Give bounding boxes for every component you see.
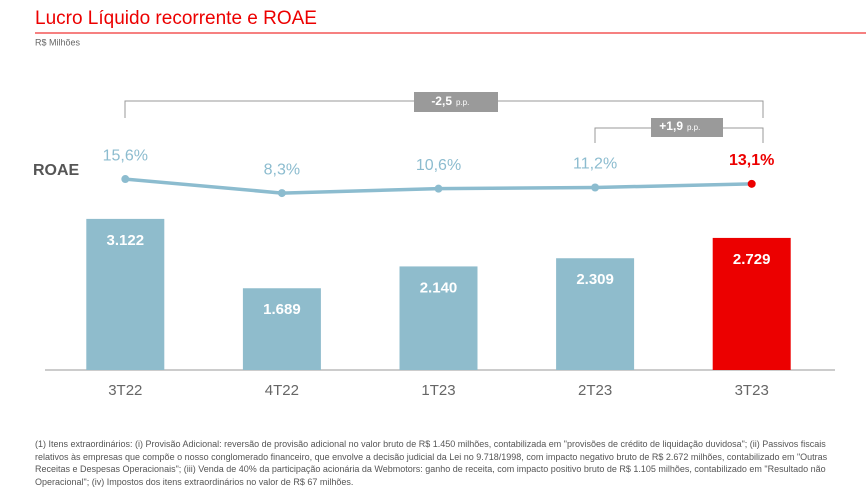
bar — [556, 258, 635, 370]
annotation-box — [414, 92, 498, 112]
line-point — [277, 189, 286, 198]
chart-title: Lucro Líquido recorrente e ROAE — [35, 8, 317, 29]
subtitle: R$ Milhões — [35, 37, 81, 47]
annotation-unit: p.p. — [456, 98, 469, 107]
line-value-label: 11,2% — [573, 156, 617, 173]
line-value-label: 15,6% — [103, 147, 148, 164]
line-value-label: 8,3% — [264, 161, 300, 178]
line-point — [747, 179, 756, 188]
bar — [242, 288, 321, 370]
footnote: (1) Itens extraordinários: (i) Provisão … — [35, 439, 828, 487]
bar-value-label: 3.122 — [107, 232, 145, 249]
bar — [712, 237, 791, 370]
bar-value-label: 2.309 — [576, 271, 614, 288]
line-value-label: 10,6% — [416, 157, 461, 174]
x-tick-label: 1T23 — [421, 382, 455, 399]
bar-value-label: 2.140 — [420, 279, 458, 296]
bar — [86, 218, 165, 370]
line-point — [591, 183, 600, 192]
bar — [399, 266, 478, 370]
annotation: -2,5 — [431, 94, 452, 108]
x-tick-label: 4T22 — [265, 382, 299, 399]
bar-value-label: 1.689 — [263, 301, 301, 318]
line-point — [121, 175, 130, 184]
annotation-box — [651, 118, 723, 137]
annotation-unit: p.p. — [687, 123, 700, 132]
line-point — [434, 184, 443, 193]
series-label: ROAE — [33, 162, 80, 179]
chart: Lucro Líquido recorrente e ROAE R$ Milhõ… — [33, 8, 866, 399]
bar-value-label: 2.729 — [733, 251, 771, 268]
annotation: +1,9 — [659, 119, 683, 133]
line-value-label: 13,1% — [729, 152, 774, 169]
x-tick-label: 3T22 — [108, 382, 142, 399]
x-tick-label: 2T23 — [578, 382, 612, 399]
x-tick-label: 3T23 — [735, 382, 769, 399]
